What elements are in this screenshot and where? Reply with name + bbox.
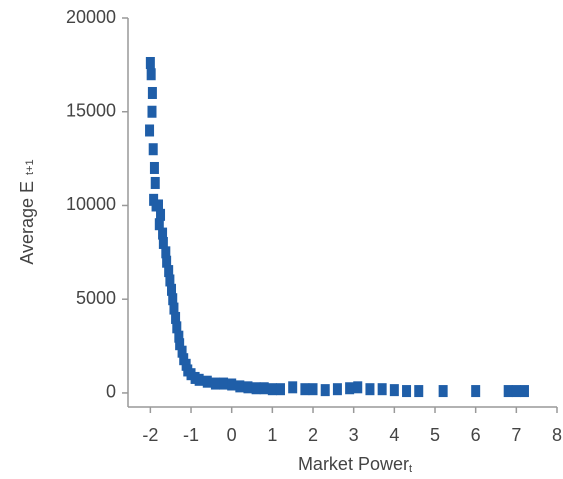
y-tick-label: 5000 [76, 288, 116, 308]
point [177, 345, 187, 358]
point [353, 381, 363, 394]
point [161, 246, 171, 259]
x-tick-label: 6 [471, 425, 481, 445]
point [519, 385, 529, 398]
point [147, 105, 157, 118]
point [288, 381, 298, 394]
point [164, 265, 174, 278]
point [158, 227, 168, 240]
x-tick-label: 2 [308, 425, 318, 445]
y-tick-label: 10000 [66, 194, 116, 214]
point [503, 385, 513, 398]
point [235, 380, 245, 393]
point [275, 383, 285, 396]
point [194, 373, 204, 386]
x-tick-label: 8 [552, 425, 562, 445]
point [145, 124, 155, 137]
point [149, 161, 159, 174]
point [167, 283, 177, 296]
point [147, 86, 157, 99]
x-tick-label: 3 [349, 425, 359, 445]
y-tick-label: 0 [106, 382, 116, 402]
point [308, 383, 318, 396]
point [174, 330, 184, 343]
x-axis-title: Market Powert [298, 454, 412, 475]
y-axis-title: Average Et+1 [17, 159, 37, 264]
point [345, 382, 355, 395]
x-tick-label: 5 [430, 425, 440, 445]
point [169, 302, 179, 315]
y-tick-label: 20000 [66, 7, 116, 27]
x-tick-label: 1 [267, 425, 277, 445]
point [227, 378, 237, 391]
point [162, 255, 172, 268]
point [389, 384, 399, 397]
point [320, 384, 330, 397]
point [365, 383, 375, 396]
x-tick-label: -2 [142, 425, 158, 445]
point [168, 293, 178, 306]
point [414, 385, 424, 398]
point [165, 274, 175, 287]
point [259, 382, 269, 395]
point [300, 383, 310, 396]
point [156, 208, 166, 221]
point [153, 199, 163, 212]
point [219, 377, 229, 390]
point [175, 338, 185, 351]
point [511, 385, 521, 398]
point [150, 176, 160, 189]
point [202, 375, 212, 388]
point [377, 383, 387, 396]
point [148, 143, 158, 156]
point [172, 321, 182, 334]
point [145, 56, 155, 69]
point [332, 383, 342, 396]
point [267, 383, 277, 396]
x-tick-label: 7 [511, 425, 521, 445]
point [210, 377, 220, 390]
y-tick-label: 15000 [66, 100, 116, 120]
point [171, 311, 181, 324]
point [146, 68, 156, 81]
point [154, 218, 164, 231]
x-tick-label: 4 [389, 425, 399, 445]
point [243, 381, 253, 394]
point [438, 385, 448, 398]
x-tick-label: -1 [183, 425, 199, 445]
point [471, 385, 481, 398]
point [251, 382, 261, 395]
point [402, 385, 412, 398]
point [158, 236, 168, 249]
x-tick-label: 0 [227, 425, 237, 445]
